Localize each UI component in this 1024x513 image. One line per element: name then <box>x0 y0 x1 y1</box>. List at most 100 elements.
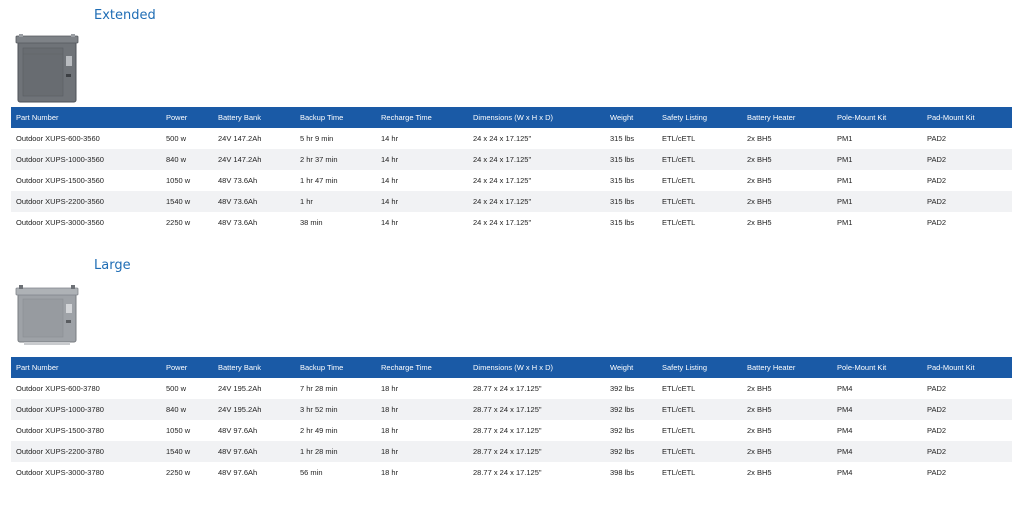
cell-dimensions: 24 x 24 x 17.125" <box>468 191 605 212</box>
col-header-battery-heater: Battery Heater <box>742 107 832 128</box>
cell-part-number: Outdoor XUPS-1000-3560 <box>11 149 161 170</box>
cell-pad-mount-kit: PAD2 <box>922 170 1012 191</box>
cell-power: 2250 w <box>161 462 213 483</box>
cell-safety-listing: ETL/cETL <box>657 378 742 399</box>
table-row: Outdoor XUPS-2200-3780 1540 w 48V 97.6Ah 1 … <box>11 441 1012 462</box>
cell-pad-mount-kit: PAD2 <box>922 128 1012 149</box>
cell-part-number: Outdoor XUPS-3000-3780 <box>11 462 161 483</box>
col-header-battery-bank: Battery Bank <box>213 107 295 128</box>
col-header-power: Power <box>161 357 213 378</box>
cell-pole-mount-kit: PM4 <box>832 441 922 462</box>
cell-backup-time: 2 hr 37 min <box>295 149 376 170</box>
table-row: Outdoor XUPS-3000-3560 2250 w 48V 73.6Ah 38… <box>11 212 1012 233</box>
next-section-title-peek <box>94 507 108 513</box>
cell-battery-bank: 24V 147.2Ah <box>213 128 295 149</box>
cell-dimensions: 24 x 24 x 17.125" <box>468 170 605 191</box>
cell-battery-bank: 48V 73.6Ah <box>213 191 295 212</box>
col-header-power: Power <box>161 107 213 128</box>
cell-power: 840 w <box>161 149 213 170</box>
cell-pad-mount-kit: PAD2 <box>922 441 1012 462</box>
cell-battery-heater: 2x BH5 <box>742 420 832 441</box>
cell-pad-mount-kit: PAD2 <box>922 399 1012 420</box>
cell-backup-time: 5 hr 9 min <box>295 128 376 149</box>
cell-weight: 315 lbs <box>605 128 657 149</box>
col-header-weight: Weight <box>605 107 657 128</box>
cell-power: 1050 w <box>161 170 213 191</box>
cell-power: 840 w <box>161 399 213 420</box>
ups-cabinet-image <box>15 34 79 103</box>
section-large: Large Part Number Power Battery Bank Bac… <box>0 258 1024 483</box>
cell-safety-listing: ETL/cETL <box>657 399 742 420</box>
cell-safety-listing: ETL/cETL <box>657 170 742 191</box>
cell-recharge-time: 18 hr <box>376 420 468 441</box>
cell-backup-time: 38 min <box>295 212 376 233</box>
section-title: Large <box>94 258 131 273</box>
table-row: Outdoor XUPS-1500-3780 1050 w 48V 97.6Ah 2 … <box>11 420 1012 441</box>
cell-weight: 315 lbs <box>605 149 657 170</box>
col-header-backup-time: Backup Time <box>295 107 376 128</box>
cell-pole-mount-kit: PM1 <box>832 128 922 149</box>
col-header-recharge-time: Recharge Time <box>376 107 468 128</box>
cell-backup-time: 1 hr <box>295 191 376 212</box>
cell-battery-heater: 2x BH5 <box>742 462 832 483</box>
cell-battery-heater: 2x BH5 <box>742 378 832 399</box>
cell-backup-time: 2 hr 49 min <box>295 420 376 441</box>
col-header-part-number: Part Number <box>11 107 161 128</box>
cell-pad-mount-kit: PAD2 <box>922 378 1012 399</box>
cell-safety-listing: ETL/cETL <box>657 128 742 149</box>
col-header-weight: Weight <box>605 357 657 378</box>
cell-pad-mount-kit: PAD2 <box>922 212 1012 233</box>
cell-weight: 392 lbs <box>605 441 657 462</box>
table-row: Outdoor XUPS-1500-3560 1050 w 48V 73.6Ah 1 … <box>11 170 1012 191</box>
cell-pole-mount-kit: PM4 <box>832 378 922 399</box>
spec-table-extended: Part Number Power Battery Bank Backup Ti… <box>11 107 1012 233</box>
col-header-dimensions: Dimensions (W x H x D) <box>468 107 605 128</box>
cell-safety-listing: ETL/cETL <box>657 420 742 441</box>
table-header-row: Part Number Power Battery Bank Backup Ti… <box>11 107 1012 128</box>
col-header-backup-time: Backup Time <box>295 357 376 378</box>
spec-table-large: Part Number Power Battery Bank Backup Ti… <box>11 357 1012 483</box>
cell-pad-mount-kit: PAD2 <box>922 420 1012 441</box>
cell-part-number: Outdoor XUPS-600-3560 <box>11 128 161 149</box>
cell-battery-bank: 48V 97.6Ah <box>213 441 295 462</box>
cell-battery-bank: 48V 97.6Ah <box>213 462 295 483</box>
cell-recharge-time: 14 hr <box>376 212 468 233</box>
cell-part-number: Outdoor XUPS-2200-3780 <box>11 441 161 462</box>
cell-safety-listing: ETL/cETL <box>657 441 742 462</box>
cell-part-number: Outdoor XUPS-2200-3560 <box>11 191 161 212</box>
col-header-battery-heater: Battery Heater <box>742 357 832 378</box>
section-extended: Extended Part Number Power Battery Bank … <box>0 8 1024 233</box>
cell-power: 1540 w <box>161 441 213 462</box>
cell-battery-heater: 2x BH5 <box>742 149 832 170</box>
cell-weight: 392 lbs <box>605 378 657 399</box>
cell-pole-mount-kit: PM4 <box>832 399 922 420</box>
cell-backup-time: 56 min <box>295 462 376 483</box>
cell-weight: 392 lbs <box>605 420 657 441</box>
cell-dimensions: 28.77 x 24 x 17.125" <box>468 462 605 483</box>
cell-safety-listing: ETL/cETL <box>657 462 742 483</box>
col-header-recharge-time: Recharge Time <box>376 357 468 378</box>
cell-pad-mount-kit: PAD2 <box>922 191 1012 212</box>
cell-dimensions: 28.77 x 24 x 17.125" <box>468 441 605 462</box>
table-row: Outdoor XUPS-3000-3780 2250 w 48V 97.6Ah 56… <box>11 462 1012 483</box>
table-row: Outdoor XUPS-600-3560 500 w 24V 147.2Ah 5 h… <box>11 128 1012 149</box>
cell-power: 500 w <box>161 128 213 149</box>
cell-backup-time: 3 hr 52 min <box>295 399 376 420</box>
table-body: Outdoor XUPS-600-3560 500 w 24V 147.2Ah 5 h… <box>11 128 1012 233</box>
cell-power: 1540 w <box>161 191 213 212</box>
cell-weight: 315 lbs <box>605 212 657 233</box>
cell-weight: 315 lbs <box>605 170 657 191</box>
cell-pole-mount-kit: PM1 <box>832 191 922 212</box>
cell-part-number: Outdoor XUPS-600-3780 <box>11 378 161 399</box>
cell-recharge-time: 18 hr <box>376 441 468 462</box>
cell-battery-heater: 2x BH5 <box>742 191 832 212</box>
col-header-pad-mount-kit: Pad-Mount Kit <box>922 107 1012 128</box>
cell-weight: 398 lbs <box>605 462 657 483</box>
cell-part-number: Outdoor XUPS-3000-3560 <box>11 212 161 233</box>
cell-recharge-time: 14 hr <box>376 149 468 170</box>
table-header-row: Part Number Power Battery Bank Backup Ti… <box>11 357 1012 378</box>
cell-pad-mount-kit: PAD2 <box>922 462 1012 483</box>
col-header-dimensions: Dimensions (W x H x D) <box>468 357 605 378</box>
cell-pad-mount-kit: PAD2 <box>922 149 1012 170</box>
table-body: Outdoor XUPS-600-3780 500 w 24V 195.2Ah 7 h… <box>11 378 1012 483</box>
